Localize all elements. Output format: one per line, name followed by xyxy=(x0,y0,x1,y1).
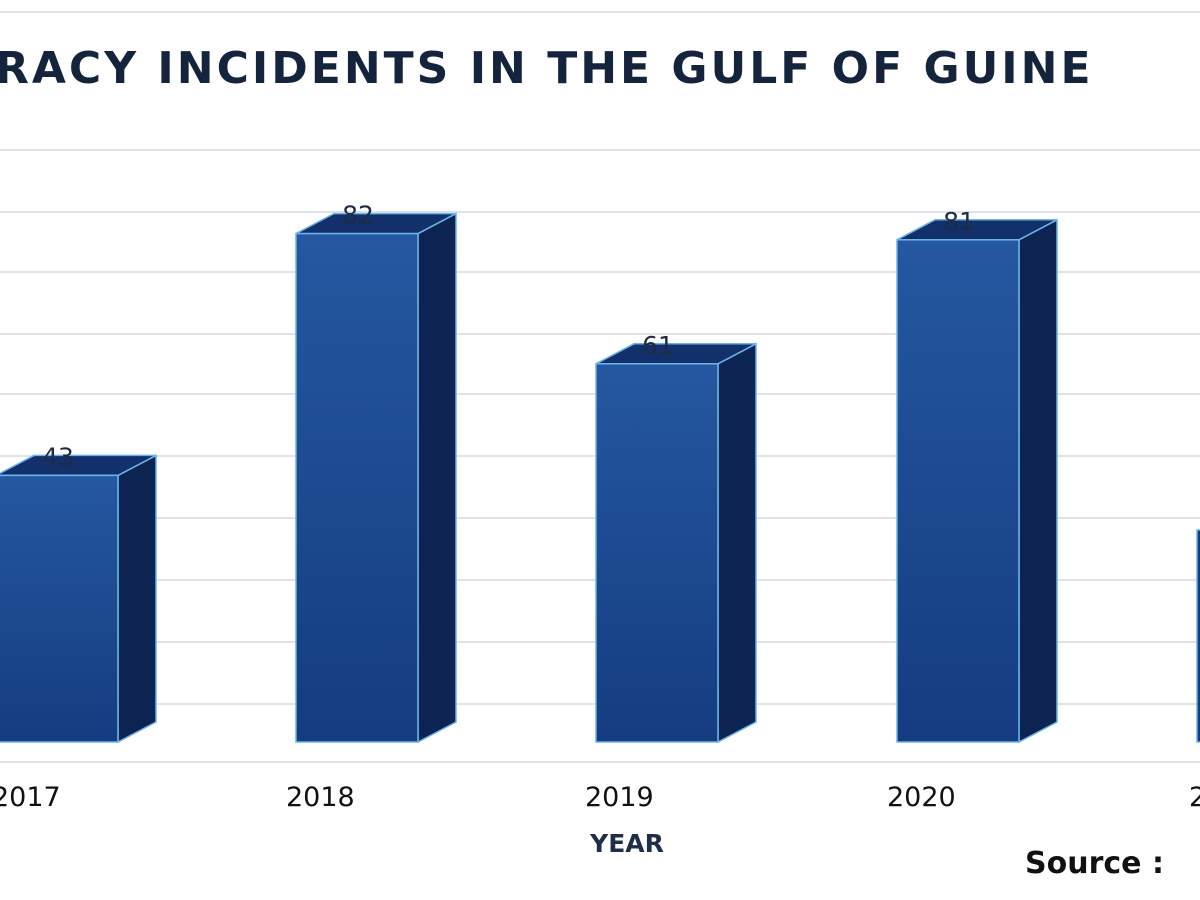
x-tick-2020: 2020 xyxy=(887,782,956,813)
x-tick-2019: 2019 xyxy=(585,782,654,813)
x-tick-2: 2 xyxy=(1189,782,1200,813)
bar-side-face xyxy=(117,454,157,744)
bar-front-face xyxy=(896,239,1020,743)
bar-2020 xyxy=(896,218,1058,744)
data-label-2018: 82 xyxy=(342,201,374,230)
x-tick-2017: 2017 xyxy=(0,782,61,813)
data-label-2019: 61 xyxy=(642,331,674,360)
bar-2018 xyxy=(295,212,457,744)
bar-side-face xyxy=(417,212,457,744)
bar-partial xyxy=(1196,529,1200,743)
x-tick-2018: 2018 xyxy=(286,782,355,813)
data-label-2020: 81 xyxy=(943,207,975,236)
bar-side-face xyxy=(717,342,757,744)
x-tick-labels: 2017 2018 2019 2020 2 xyxy=(0,782,1200,813)
bar-side-face xyxy=(1018,218,1058,744)
bar-front-face xyxy=(595,363,719,743)
data-label-2017: 43 xyxy=(42,442,74,471)
bar-2019 xyxy=(595,342,757,744)
data-labels: 43 82 61 81 xyxy=(42,201,975,472)
bar-2017 xyxy=(0,454,157,744)
source-label: Source : xyxy=(1025,846,1164,881)
x-axis-title: YEAR xyxy=(589,829,664,858)
chart-title: RACY INCIDENTS IN THE GULF OF GUINE xyxy=(0,43,1094,94)
bar-front-face xyxy=(295,232,419,743)
bar-front-face xyxy=(0,474,119,743)
bars xyxy=(0,212,1200,744)
